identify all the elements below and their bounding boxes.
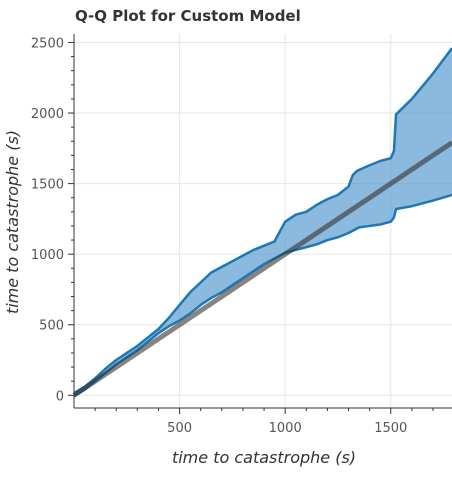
plot-area <box>72 47 452 398</box>
y-tick-label: 0 <box>56 389 64 404</box>
x-tick-label: 1500 <box>374 421 407 436</box>
reference-line <box>72 140 452 398</box>
x-tick-label: 500 <box>167 421 192 436</box>
y-tick-label: 2500 <box>31 36 64 51</box>
chart-title: Q-Q Plot for Custom Model <box>75 7 301 25</box>
y-tick-label: 1000 <box>31 248 64 263</box>
y-axis-label: time to catastrophe (s) <box>3 130 22 314</box>
axis-ticks: 500 1000 1500 0 500 1000 1500 2000 2500 <box>31 36 434 436</box>
band-upper-edge <box>73 47 452 395</box>
y-tick-label: 500 <box>39 319 64 334</box>
x-tick-label: 1000 <box>269 421 302 436</box>
y-tick-label: 1500 <box>31 178 64 193</box>
x-axis-label: time to catastrophe (s) <box>172 448 356 467</box>
y-tick-label: 2000 <box>31 107 64 122</box>
confidence-band <box>74 48 452 397</box>
band-lower-edge <box>73 193 452 398</box>
